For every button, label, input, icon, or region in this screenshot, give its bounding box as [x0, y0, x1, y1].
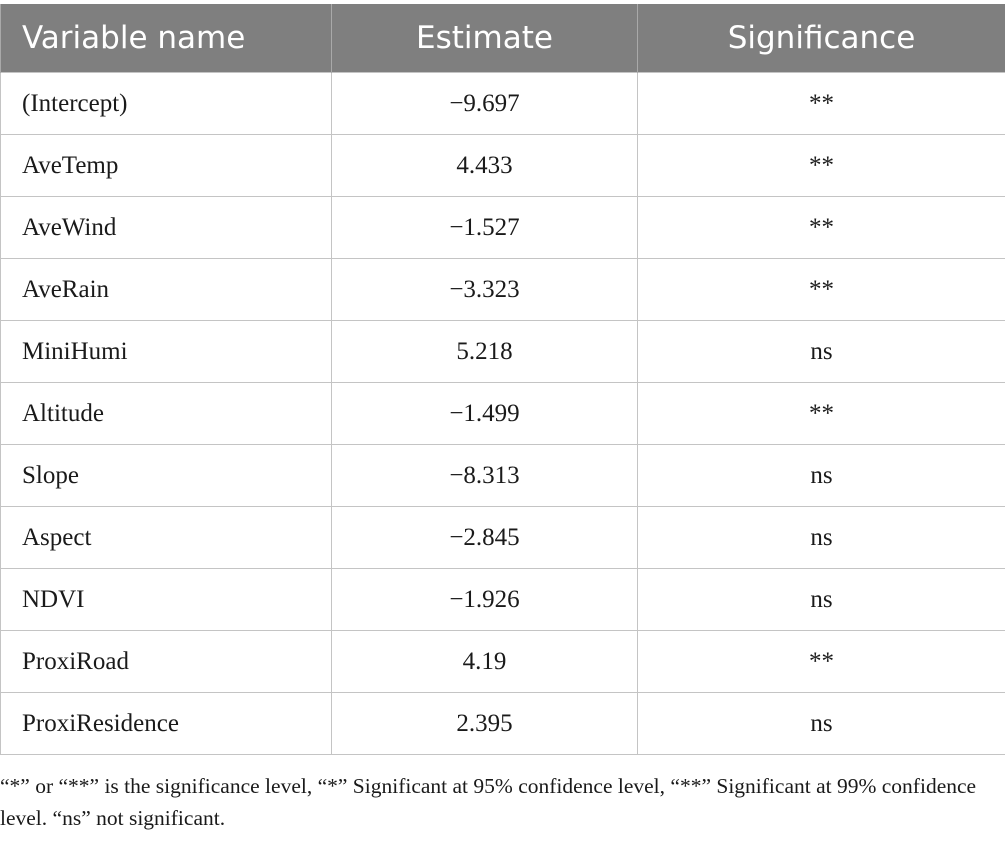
cell-estimate: −3.323 — [331, 258, 638, 321]
cell-significance: ** — [637, 630, 1005, 693]
cell-variable: AveWind — [0, 196, 332, 259]
cell-variable: Aspect — [0, 506, 332, 569]
cell-estimate: −1.499 — [331, 382, 638, 445]
cell-significance: ns — [637, 568, 1005, 631]
cell-variable: Slope — [0, 444, 332, 507]
cell-variable: (Intercept) — [0, 72, 332, 135]
cell-significance: ns — [637, 506, 1005, 569]
cell-variable: Altitude — [0, 382, 332, 445]
cell-estimate: −8.313 — [331, 444, 638, 507]
cell-variable: ProxiRoad — [0, 630, 332, 693]
regression-table-container: Variable name Estimate Significance (Int… — [0, 4, 1005, 755]
cell-estimate: −9.697 — [331, 72, 638, 135]
cell-estimate: 5.218 — [331, 320, 638, 383]
header-row: Variable name Estimate Significance — [0, 4, 1005, 73]
table-row: MiniHumi 5.218 ns — [0, 320, 1005, 383]
header-significance: Significance — [637, 4, 1005, 73]
cell-significance: ns — [637, 692, 1005, 755]
table-row: AveWind −1.527 ** — [0, 196, 1005, 259]
table-footnote: “*” or “**” is the significance level, “… — [0, 774, 977, 830]
cell-significance: ** — [637, 72, 1005, 135]
regression-table: Variable name Estimate Significance (Int… — [0, 4, 1005, 755]
table-body: (Intercept) −9.697 ** AveTemp 4.433 ** A… — [0, 72, 1005, 755]
cell-estimate: 2.395 — [331, 692, 638, 755]
table-row: NDVI −1.926 ns — [0, 568, 1005, 631]
cell-variable: AveRain — [0, 258, 332, 321]
cell-significance: ** — [637, 382, 1005, 445]
table-header: Variable name Estimate Significance — [0, 4, 1005, 73]
cell-estimate: 4.433 — [331, 134, 638, 197]
table-row: Slope −8.313 ns — [0, 444, 1005, 507]
cell-significance: ** — [637, 196, 1005, 259]
header-variable-name: Variable name — [0, 4, 332, 73]
table-row: AveTemp 4.433 ** — [0, 134, 1005, 197]
cell-significance: ** — [637, 134, 1005, 197]
cell-significance: ** — [637, 258, 1005, 321]
cell-variable: ProxiResidence — [0, 692, 332, 755]
cell-variable: NDVI — [0, 568, 332, 631]
table-row: ProxiRoad 4.19 ** — [0, 630, 1005, 693]
cell-variable: MiniHumi — [0, 320, 332, 383]
table-row: Altitude −1.499 ** — [0, 382, 1005, 445]
cell-estimate: 4.19 — [331, 630, 638, 693]
cell-estimate: −2.845 — [331, 506, 638, 569]
cell-significance: ns — [637, 320, 1005, 383]
table-row: ProxiResidence 2.395 ns — [0, 692, 1005, 755]
table-row: AveRain −3.323 ** — [0, 258, 1005, 321]
header-estimate: Estimate — [331, 4, 638, 73]
cell-significance: ns — [637, 444, 1005, 507]
cell-estimate: −1.926 — [331, 568, 638, 631]
cell-variable: AveTemp — [0, 134, 332, 197]
table-row: (Intercept) −9.697 ** — [0, 72, 1005, 135]
table-row: Aspect −2.845 ns — [0, 506, 1005, 569]
cell-estimate: −1.527 — [331, 196, 638, 259]
